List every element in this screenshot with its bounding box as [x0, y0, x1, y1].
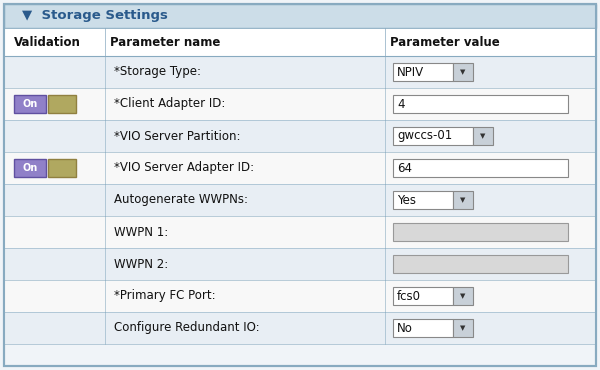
Bar [393, 191, 453, 209]
Bar [453, 319, 473, 337]
Text: Validation: Validation [14, 36, 81, 48]
Text: WWPN 2:: WWPN 2: [114, 258, 168, 270]
Text: ▼: ▼ [460, 197, 466, 203]
Text: Parameter value: Parameter value [390, 36, 500, 48]
Bar [48, 159, 76, 177]
Bar [4, 184, 596, 216]
Bar [453, 287, 473, 305]
Bar [4, 248, 596, 280]
Bar [4, 120, 596, 152]
Bar [4, 152, 596, 184]
Bar [4, 312, 596, 344]
Bar [4, 88, 596, 120]
Text: ▼: ▼ [481, 133, 485, 139]
Bar [4, 280, 596, 312]
Bar [48, 95, 76, 113]
Bar [4, 216, 596, 248]
Text: ▼: ▼ [460, 293, 466, 299]
Bar [393, 63, 453, 81]
Text: gwccs-01: gwccs-01 [397, 130, 452, 142]
Text: *Storage Type:: *Storage Type: [114, 65, 201, 78]
Bar [393, 127, 473, 145]
Text: NPIV: NPIV [397, 65, 424, 78]
Bar [393, 255, 568, 273]
Text: fcs0: fcs0 [397, 289, 421, 303]
Text: ▼  Storage Settings: ▼ Storage Settings [22, 10, 168, 23]
Text: Yes: Yes [397, 194, 416, 206]
Bar [393, 223, 568, 241]
Bar [4, 4, 596, 28]
Bar [393, 95, 568, 113]
Text: *Client Adapter ID:: *Client Adapter ID: [114, 98, 226, 111]
Bar [393, 287, 453, 305]
Bar [4, 56, 596, 88]
Text: 64: 64 [397, 161, 412, 175]
Bar [14, 95, 46, 113]
Text: On: On [22, 163, 38, 173]
Text: *VIO Server Partition:: *VIO Server Partition: [114, 130, 241, 142]
Text: On: On [22, 99, 38, 109]
Text: *VIO Server Adapter ID:: *VIO Server Adapter ID: [114, 161, 254, 175]
Bar [473, 127, 493, 145]
Bar [4, 28, 596, 56]
Bar [393, 319, 453, 337]
Text: Autogenerate WWPNs:: Autogenerate WWPNs: [114, 194, 248, 206]
Bar [453, 191, 473, 209]
Text: Parameter name: Parameter name [110, 36, 220, 48]
Bar [453, 63, 473, 81]
Text: Configure Redundant IO:: Configure Redundant IO: [114, 322, 260, 334]
Text: No: No [397, 322, 413, 334]
Bar [14, 159, 46, 177]
Text: WWPN 1:: WWPN 1: [114, 225, 168, 239]
Text: ▼: ▼ [460, 325, 466, 331]
Text: 4: 4 [397, 98, 404, 111]
Text: ▼: ▼ [460, 69, 466, 75]
Text: *Primary FC Port:: *Primary FC Port: [114, 289, 215, 303]
Bar [393, 159, 568, 177]
